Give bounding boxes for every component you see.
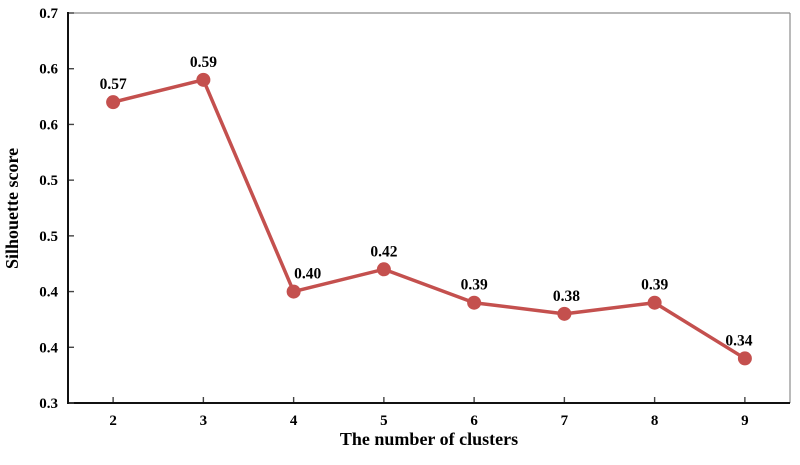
y-tick-label: 0.6 [39, 62, 58, 78]
y-tick-label: 0.5 [39, 229, 58, 245]
data-point [467, 295, 482, 310]
data-line [111, 78, 747, 361]
x-tick-label: 9 [741, 413, 749, 429]
y-tick-label: 0.7 [39, 6, 58, 22]
data-point-label: 0.40 [294, 266, 321, 283]
x-tick-label: 8 [651, 413, 659, 429]
y-tick-label: 0.6 [39, 117, 58, 133]
data-point [286, 284, 301, 299]
data-point [737, 351, 752, 366]
data-point [557, 306, 572, 321]
data-point-label: 0.34 [725, 332, 752, 349]
data-point-label: 0.57 [100, 76, 127, 93]
x-tick-label: 5 [380, 413, 388, 429]
x-tick-label: 4 [290, 413, 298, 429]
x-tick-label: 3 [200, 413, 208, 429]
y-tick-label: 0.4 [39, 340, 58, 356]
x-tick-label: 2 [109, 413, 117, 429]
data-point [106, 95, 121, 110]
data-point-label: 0.39 [641, 277, 668, 294]
data-point-label: 0.38 [553, 288, 580, 305]
x-axis-title: The number of clusters [339, 429, 519, 449]
y-axis-title: Silhouette score [2, 147, 22, 269]
data-point-label: 0.42 [370, 243, 397, 260]
data-point-label: 0.59 [190, 54, 217, 71]
data-point [647, 295, 662, 310]
data-point-label: 0.39 [461, 277, 488, 294]
y-tick-label: 0.5 [39, 173, 58, 189]
data-point [376, 262, 391, 277]
x-tick-label: 6 [470, 413, 478, 429]
y-tick-label: 0.3 [39, 396, 58, 412]
data-point [196, 72, 211, 87]
y-tick-label: 0.4 [39, 285, 58, 301]
x-tick-label: 7 [561, 413, 569, 429]
